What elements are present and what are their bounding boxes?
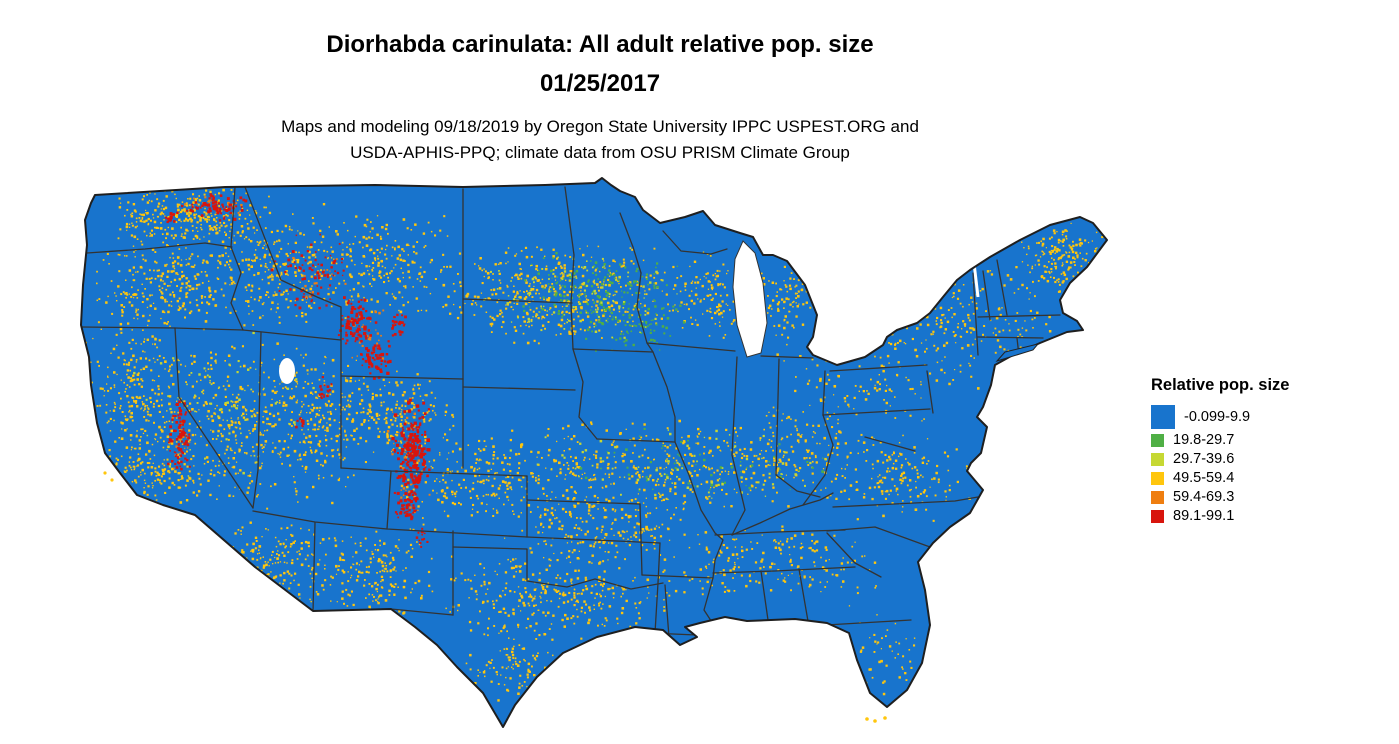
great-lakes xyxy=(279,240,980,384)
legend-label: 59.4-69.3 xyxy=(1173,489,1235,505)
channel-islands xyxy=(103,471,114,482)
legend-label: 49.5-59.4 xyxy=(1173,470,1235,486)
subtitle-line-2: USDA-APHIS-PPQ; climate data from OSU PR… xyxy=(350,142,850,162)
legend-row: 89.1-99.1 xyxy=(1151,508,1397,524)
us-map-svg xyxy=(80,177,1108,728)
legend-label: 19.8-29.7 xyxy=(1173,432,1235,448)
lake-champlain xyxy=(972,262,980,298)
florida-keys xyxy=(865,716,887,723)
legend-swatch-green xyxy=(1151,433,1164,447)
us-map xyxy=(75,175,1130,735)
lake-michigan xyxy=(732,240,768,358)
legend-swatch-orange xyxy=(1151,490,1164,504)
legend-swatch-blue xyxy=(1151,405,1175,429)
legend-row: 29.7-39.6 xyxy=(1151,451,1397,467)
long-island xyxy=(995,343,1040,362)
legend: Relative pop. size -0.099-9.9 19.8-29.7 … xyxy=(1151,376,1397,527)
legend-swatch-yellowgreen xyxy=(1151,452,1164,466)
legend-row: -0.099-9.9 xyxy=(1151,405,1397,429)
legend-label: 29.7-39.6 xyxy=(1173,451,1235,467)
state-borders xyxy=(81,186,1061,646)
title-line-2: 01/25/2017 xyxy=(539,69,661,97)
great-salt-lake xyxy=(279,358,295,384)
page-title: Diorhabda carinulata: All adult relative… xyxy=(0,26,1200,104)
legend-title: Relative pop. size xyxy=(1151,376,1290,394)
legend-label: -0.099-9.9 xyxy=(1184,409,1251,425)
legend-swatch-yellow xyxy=(1151,471,1164,485)
legend-label: 89.1-99.1 xyxy=(1173,508,1235,524)
subtitle-line-1: Maps and modeling 09/18/2019 by Oregon S… xyxy=(281,117,919,136)
legend-row: 59.4-69.3 xyxy=(1151,489,1397,505)
legend-row: 19.8-29.7 xyxy=(1151,432,1397,448)
page-subtitle: Maps and modeling 09/18/2019 by Oregon S… xyxy=(0,114,1200,165)
legend-swatch-red xyxy=(1151,509,1164,523)
legend-row: 49.5-59.4 xyxy=(1151,470,1397,486)
title-line-1: Diorhabda carinulata: All adult relative… xyxy=(326,31,874,58)
